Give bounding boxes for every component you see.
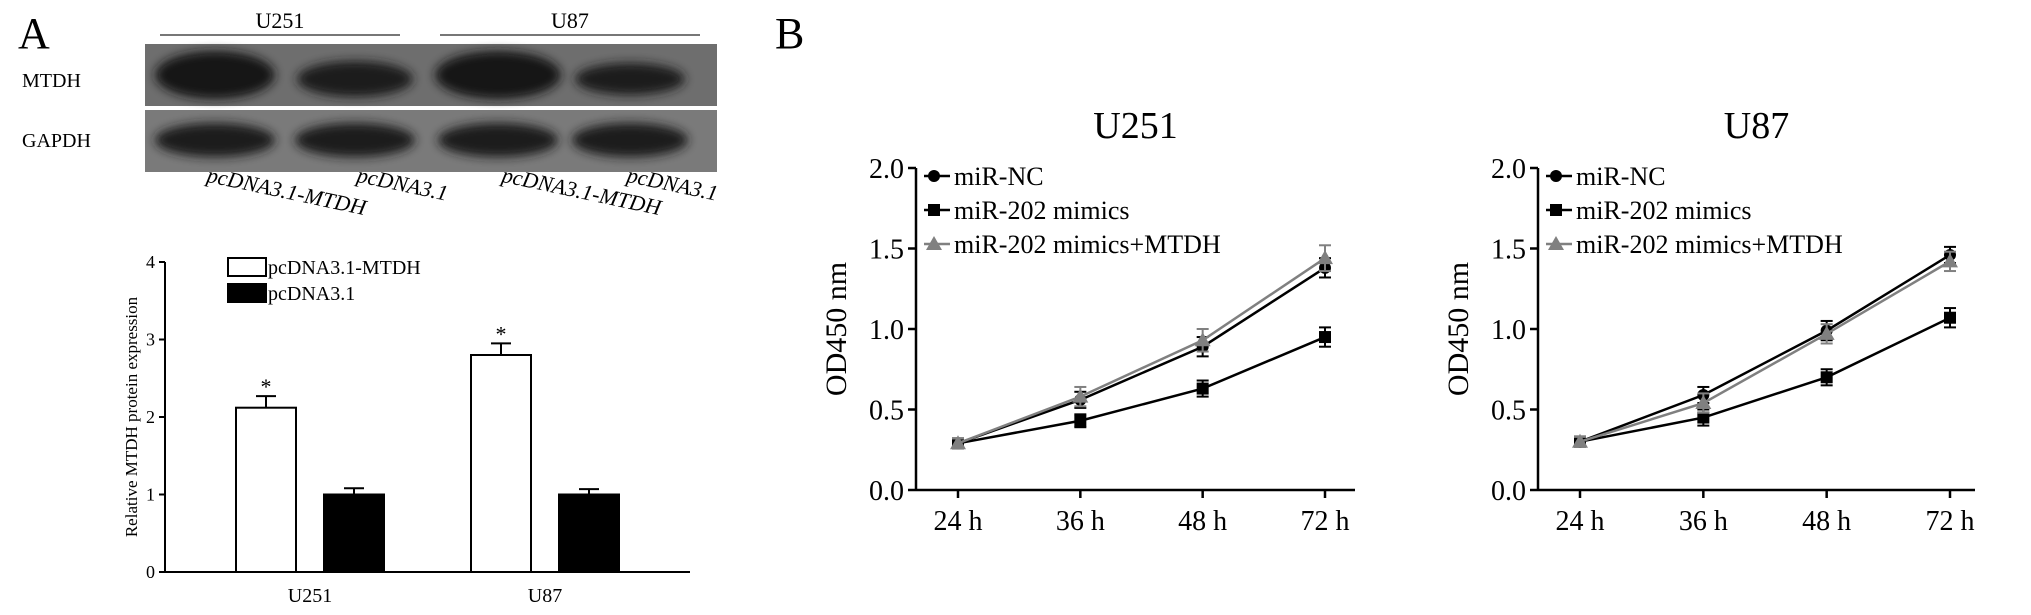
line-data-point bbox=[1196, 382, 1209, 395]
bar-legend-label: pcDNA3.1 bbox=[268, 283, 355, 305]
line-series-path bbox=[1579, 253, 1951, 443]
line-series-path bbox=[957, 335, 1326, 445]
bar-y-tick-label: 0 bbox=[146, 562, 155, 582]
line-data-point bbox=[1317, 250, 1333, 265]
blot-band-mtdh-4 bbox=[575, 63, 685, 95]
bar-x-tick-label: U251 bbox=[288, 585, 332, 607]
line-data-point bbox=[1942, 253, 1958, 268]
line-chart-title: U251 bbox=[1093, 105, 1177, 147]
line-data-point bbox=[1194, 332, 1211, 347]
blot-group-label-u251: U251 bbox=[255, 8, 305, 33]
line-x-tick-label: 24 h bbox=[1556, 506, 1605, 537]
line-legend-label: miR-NC bbox=[1576, 162, 1666, 191]
line-y-tick-label: 1.5 bbox=[1491, 235, 1526, 266]
line-data-point bbox=[1072, 388, 1089, 403]
line-data-point bbox=[1697, 411, 1710, 424]
panel-letter-b: B bbox=[775, 9, 805, 58]
bar bbox=[323, 493, 385, 573]
line-y-axis-label: OD450 nm bbox=[820, 262, 853, 396]
line-data-point bbox=[1944, 311, 1956, 324]
bar-legend-label: pcDNA3.1-MTDH bbox=[268, 257, 421, 279]
line-legend-label: miR-NC bbox=[954, 162, 1044, 191]
bar-x-tick-label: U87 bbox=[528, 585, 562, 607]
line-x-tick-label: 36 h bbox=[1679, 506, 1728, 537]
bar-legend-swatch bbox=[227, 257, 267, 277]
line-x-tick-label: 24 h bbox=[934, 506, 983, 537]
bar bbox=[470, 354, 532, 573]
line-series-path bbox=[957, 257, 1326, 445]
blot-band-gapdh-4 bbox=[572, 123, 688, 157]
line-y-tick-label: 0.0 bbox=[869, 476, 904, 507]
line-legend-marker bbox=[928, 170, 940, 182]
bar-chart-mtdh-expression: 0 1 2 3 4 Relative MTDH protein expression * U2… bbox=[122, 252, 690, 607]
line-y-tick-label: 1.0 bbox=[1491, 315, 1526, 346]
line-x-tick-label: 48 h bbox=[1802, 506, 1851, 537]
line-data-point bbox=[1820, 371, 1833, 384]
panel-letter-a: A bbox=[18, 9, 50, 58]
line-y-tick-label: 1.0 bbox=[869, 315, 904, 346]
line-series-path bbox=[957, 266, 1326, 445]
bar-significance-mark: * bbox=[261, 374, 272, 399]
line-y-tick-label: 2.0 bbox=[869, 154, 904, 185]
line-x-tick-label: 36 h bbox=[1056, 506, 1105, 537]
line-chart-title: U87 bbox=[1724, 105, 1789, 147]
line-legend-marker bbox=[1550, 170, 1562, 182]
blot-row-label-gapdh: GAPDH bbox=[22, 130, 91, 152]
blot-row-label-mtdh: MTDH bbox=[22, 70, 81, 92]
line-legend-label: miR-202 mimics+MTDH bbox=[1576, 230, 1843, 259]
line-data-point bbox=[1695, 395, 1712, 410]
line-y-tick-label: 0.0 bbox=[1491, 476, 1526, 507]
line-legend-marker bbox=[1550, 204, 1562, 216]
line-y-axis-label: OD450 nm bbox=[1442, 262, 1475, 396]
line-series-path bbox=[1579, 316, 1951, 443]
bar-y-tick-label: 2 bbox=[146, 407, 155, 427]
blot-band-gapdh-3 bbox=[438, 123, 558, 157]
bar-significance-mark: * bbox=[496, 321, 507, 346]
blot-band-mtdh-2 bbox=[297, 61, 413, 97]
bar bbox=[558, 493, 620, 573]
line-x-tick-label: 48 h bbox=[1178, 506, 1227, 537]
line-legend-marker bbox=[926, 236, 942, 250]
blot-band-mtdh-1 bbox=[155, 51, 275, 99]
bar-y-tick-label: 1 bbox=[146, 485, 155, 505]
line-legend-label: miR-202 mimics bbox=[954, 196, 1130, 225]
line-legend-marker bbox=[928, 204, 940, 216]
line-x-tick-label: 72 h bbox=[1926, 506, 1975, 537]
line-chart-u251: U251 0.0 0.5 1.0 1.5 2.0 24 h 36 h 48 h 72 h OD450… bbox=[820, 105, 1355, 537]
line-data-point bbox=[1818, 325, 1835, 340]
line-x-tick-label: 72 h bbox=[1301, 506, 1350, 537]
line-data-point bbox=[1319, 331, 1331, 344]
line-y-tick-label: 0.5 bbox=[869, 396, 904, 427]
line-series-path bbox=[1579, 260, 1951, 443]
bar-legend-swatch bbox=[227, 283, 267, 303]
blot-band-mtdh-3 bbox=[435, 51, 561, 99]
line-legend-label: miR-202 mimics+MTDH bbox=[954, 230, 1221, 259]
line-legend-label: miR-202 mimics bbox=[1576, 196, 1752, 225]
line-y-tick-label: 0.5 bbox=[1491, 396, 1526, 427]
bar bbox=[235, 406, 297, 574]
bar-y-axis-label: Relative MTDH protein expression bbox=[122, 296, 141, 537]
western-blot bbox=[145, 44, 717, 172]
line-chart-u87: U87 0.0 0.5 1.0 1.5 2.0 24 h 36 h 48 h 72 h OD450 … bbox=[1442, 105, 1975, 537]
line-legend-marker bbox=[1548, 236, 1564, 250]
line-y-tick-label: 2.0 bbox=[1491, 154, 1526, 185]
blot-band-gapdh-1 bbox=[155, 123, 275, 157]
line-y-tick-label: 1.5 bbox=[869, 235, 904, 266]
bar-y-tick-label: 3 bbox=[146, 330, 155, 350]
blot-band-gapdh-2 bbox=[295, 123, 415, 157]
blot-group-label-u87: U87 bbox=[551, 8, 589, 33]
line-data-point bbox=[950, 435, 966, 450]
line-data-point bbox=[1074, 414, 1087, 427]
line-data-point bbox=[1572, 433, 1588, 448]
bar-y-tick-label: 4 bbox=[146, 252, 155, 272]
